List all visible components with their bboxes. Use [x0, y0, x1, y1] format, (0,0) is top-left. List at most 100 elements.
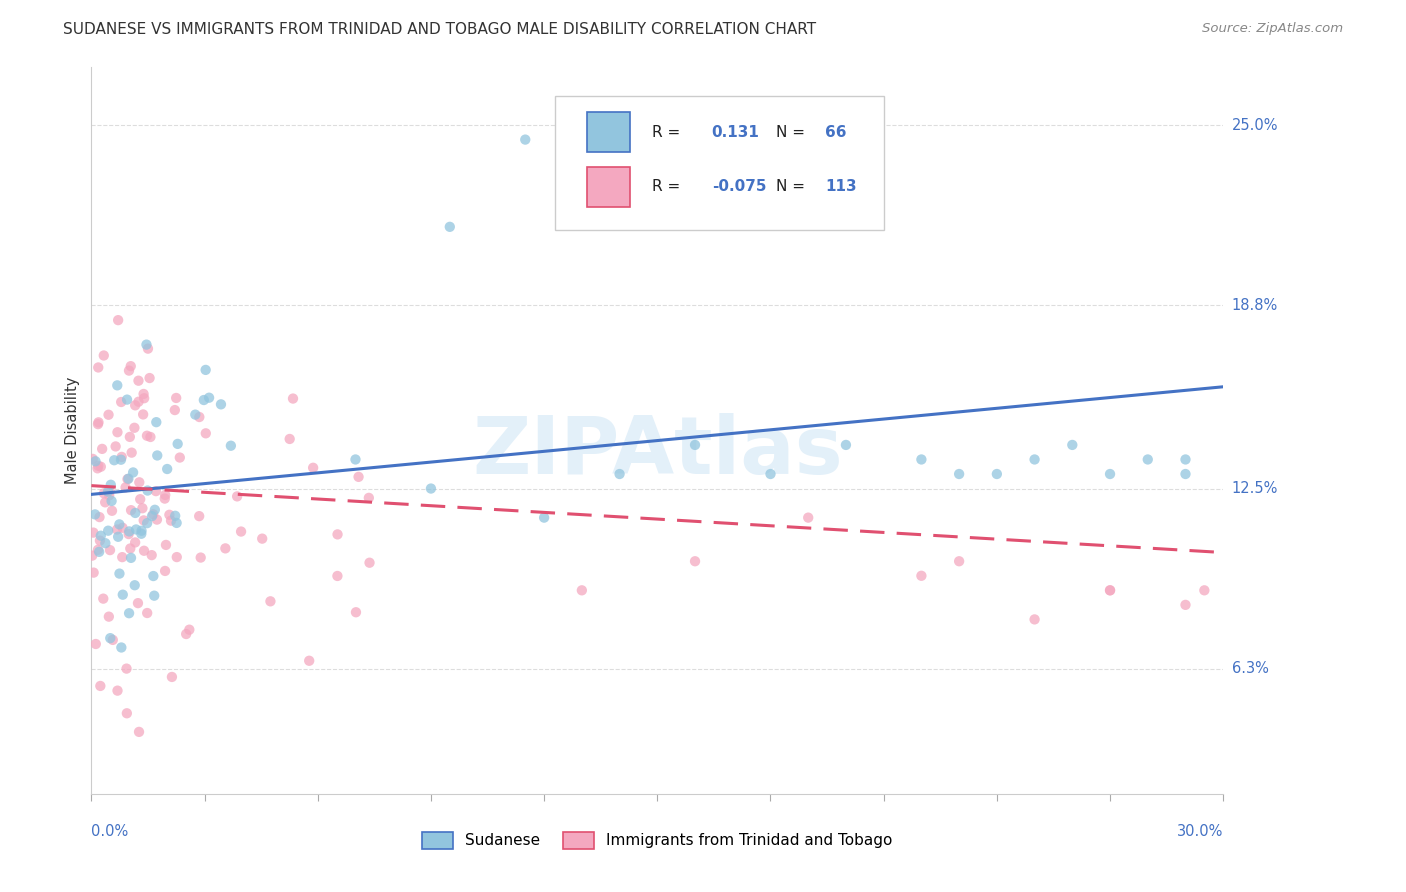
- Text: 0.131: 0.131: [711, 125, 759, 140]
- Point: [188, 509, 211, 524]
- Point: [166, 437, 188, 451]
- Point: [142, 569, 165, 583]
- Point: [198, 391, 221, 405]
- Point: [110, 640, 132, 655]
- Text: R =: R =: [651, 125, 681, 140]
- Point: [1024, 612, 1046, 626]
- Point: [165, 508, 187, 523]
- Point: [184, 408, 207, 422]
- Text: 6.3%: 6.3%: [1232, 661, 1268, 676]
- Point: [344, 452, 367, 467]
- Point: [121, 445, 143, 459]
- Point: [131, 524, 153, 538]
- Point: [108, 517, 131, 532]
- Point: [132, 513, 155, 527]
- Point: [169, 450, 191, 465]
- Point: [910, 452, 932, 467]
- Point: [986, 467, 1008, 481]
- Point: [84, 454, 107, 468]
- Point: [97, 408, 120, 422]
- Point: [128, 725, 150, 739]
- Point: [115, 706, 138, 721]
- Point: [128, 475, 150, 490]
- Point: [107, 425, 129, 440]
- Point: [153, 564, 176, 578]
- Point: [948, 554, 970, 568]
- Point: [910, 569, 932, 583]
- Point: [419, 482, 441, 496]
- Point: [1136, 452, 1159, 467]
- Point: [143, 589, 166, 603]
- Point: [97, 484, 120, 499]
- Point: [179, 623, 201, 637]
- Point: [132, 387, 155, 401]
- Point: [124, 506, 146, 520]
- Point: [835, 438, 858, 452]
- Point: [136, 342, 159, 356]
- Point: [298, 654, 321, 668]
- Point: [193, 392, 215, 407]
- Point: [278, 432, 301, 446]
- Text: -0.075: -0.075: [711, 179, 766, 194]
- Legend: Sudanese, Immigrants from Trinidad and Tobago: Sudanese, Immigrants from Trinidad and T…: [416, 825, 898, 855]
- Point: [188, 410, 211, 425]
- Point: [134, 391, 156, 405]
- Point: [533, 510, 555, 524]
- Point: [82, 451, 104, 466]
- Point: [302, 460, 325, 475]
- Point: [87, 542, 110, 557]
- Point: [97, 609, 120, 624]
- Point: [94, 536, 117, 550]
- Point: [87, 458, 110, 473]
- Point: [97, 524, 120, 538]
- Point: [87, 360, 110, 375]
- Point: [111, 588, 134, 602]
- Point: [1194, 583, 1216, 598]
- Point: [107, 313, 129, 327]
- Point: [515, 133, 537, 147]
- Point: [124, 421, 146, 435]
- Point: [683, 438, 706, 452]
- Y-axis label: Male Disability: Male Disability: [65, 376, 80, 484]
- Point: [124, 535, 146, 549]
- Point: [136, 516, 159, 530]
- Point: [120, 359, 142, 373]
- Point: [98, 483, 121, 498]
- Point: [127, 374, 149, 388]
- Point: [89, 545, 111, 559]
- Text: N =: N =: [776, 179, 806, 194]
- Point: [1099, 467, 1122, 481]
- Point: [190, 550, 212, 565]
- Point: [91, 442, 114, 456]
- Point: [145, 484, 167, 499]
- Point: [948, 467, 970, 481]
- Point: [101, 632, 124, 647]
- Point: [103, 453, 125, 467]
- Point: [347, 470, 370, 484]
- Point: [105, 523, 128, 537]
- Point: [439, 219, 461, 234]
- Text: 25.0%: 25.0%: [1232, 118, 1278, 133]
- Point: [132, 408, 155, 422]
- Text: N =: N =: [776, 125, 806, 140]
- Point: [98, 543, 121, 558]
- Point: [89, 510, 111, 524]
- Text: Source: ZipAtlas.com: Source: ZipAtlas.com: [1202, 22, 1343, 36]
- Point: [683, 554, 706, 568]
- Point: [1024, 452, 1046, 467]
- Point: [136, 483, 159, 498]
- Point: [226, 489, 249, 503]
- Point: [160, 670, 183, 684]
- Point: [281, 392, 304, 406]
- Point: [111, 521, 134, 535]
- Point: [84, 508, 107, 522]
- Point: [1099, 583, 1122, 598]
- Point: [100, 477, 122, 491]
- Point: [101, 504, 124, 518]
- Point: [157, 508, 180, 522]
- Point: [124, 398, 146, 412]
- Point: [136, 428, 159, 442]
- Point: [82, 549, 104, 563]
- Point: [141, 509, 163, 524]
- Point: [165, 391, 187, 405]
